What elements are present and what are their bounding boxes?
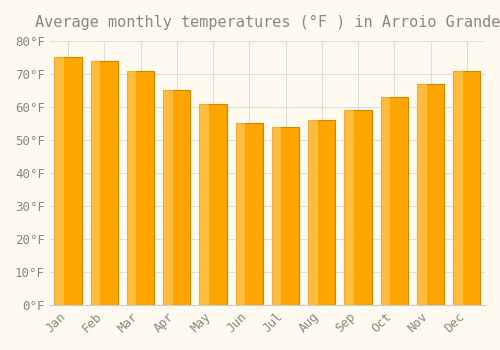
Bar: [308, 120, 318, 305]
Bar: [417, 84, 444, 305]
Bar: [417, 84, 426, 305]
Bar: [272, 127, 299, 305]
Bar: [127, 71, 136, 305]
Bar: [127, 71, 154, 305]
Bar: [344, 110, 372, 305]
Bar: [236, 124, 263, 305]
Bar: [90, 61, 118, 305]
Bar: [54, 57, 82, 305]
Bar: [454, 71, 463, 305]
Bar: [163, 90, 172, 305]
Bar: [90, 61, 100, 305]
Bar: [54, 57, 64, 305]
Title: Average monthly temperatures (°F ) in Arroio Grande: Average monthly temperatures (°F ) in Ar…: [34, 15, 500, 30]
Bar: [272, 127, 281, 305]
Bar: [380, 97, 408, 305]
Bar: [163, 90, 190, 305]
Bar: [200, 104, 209, 305]
Bar: [200, 104, 226, 305]
Bar: [308, 120, 336, 305]
Bar: [236, 124, 245, 305]
Bar: [454, 71, 480, 305]
Bar: [380, 97, 390, 305]
Bar: [344, 110, 354, 305]
